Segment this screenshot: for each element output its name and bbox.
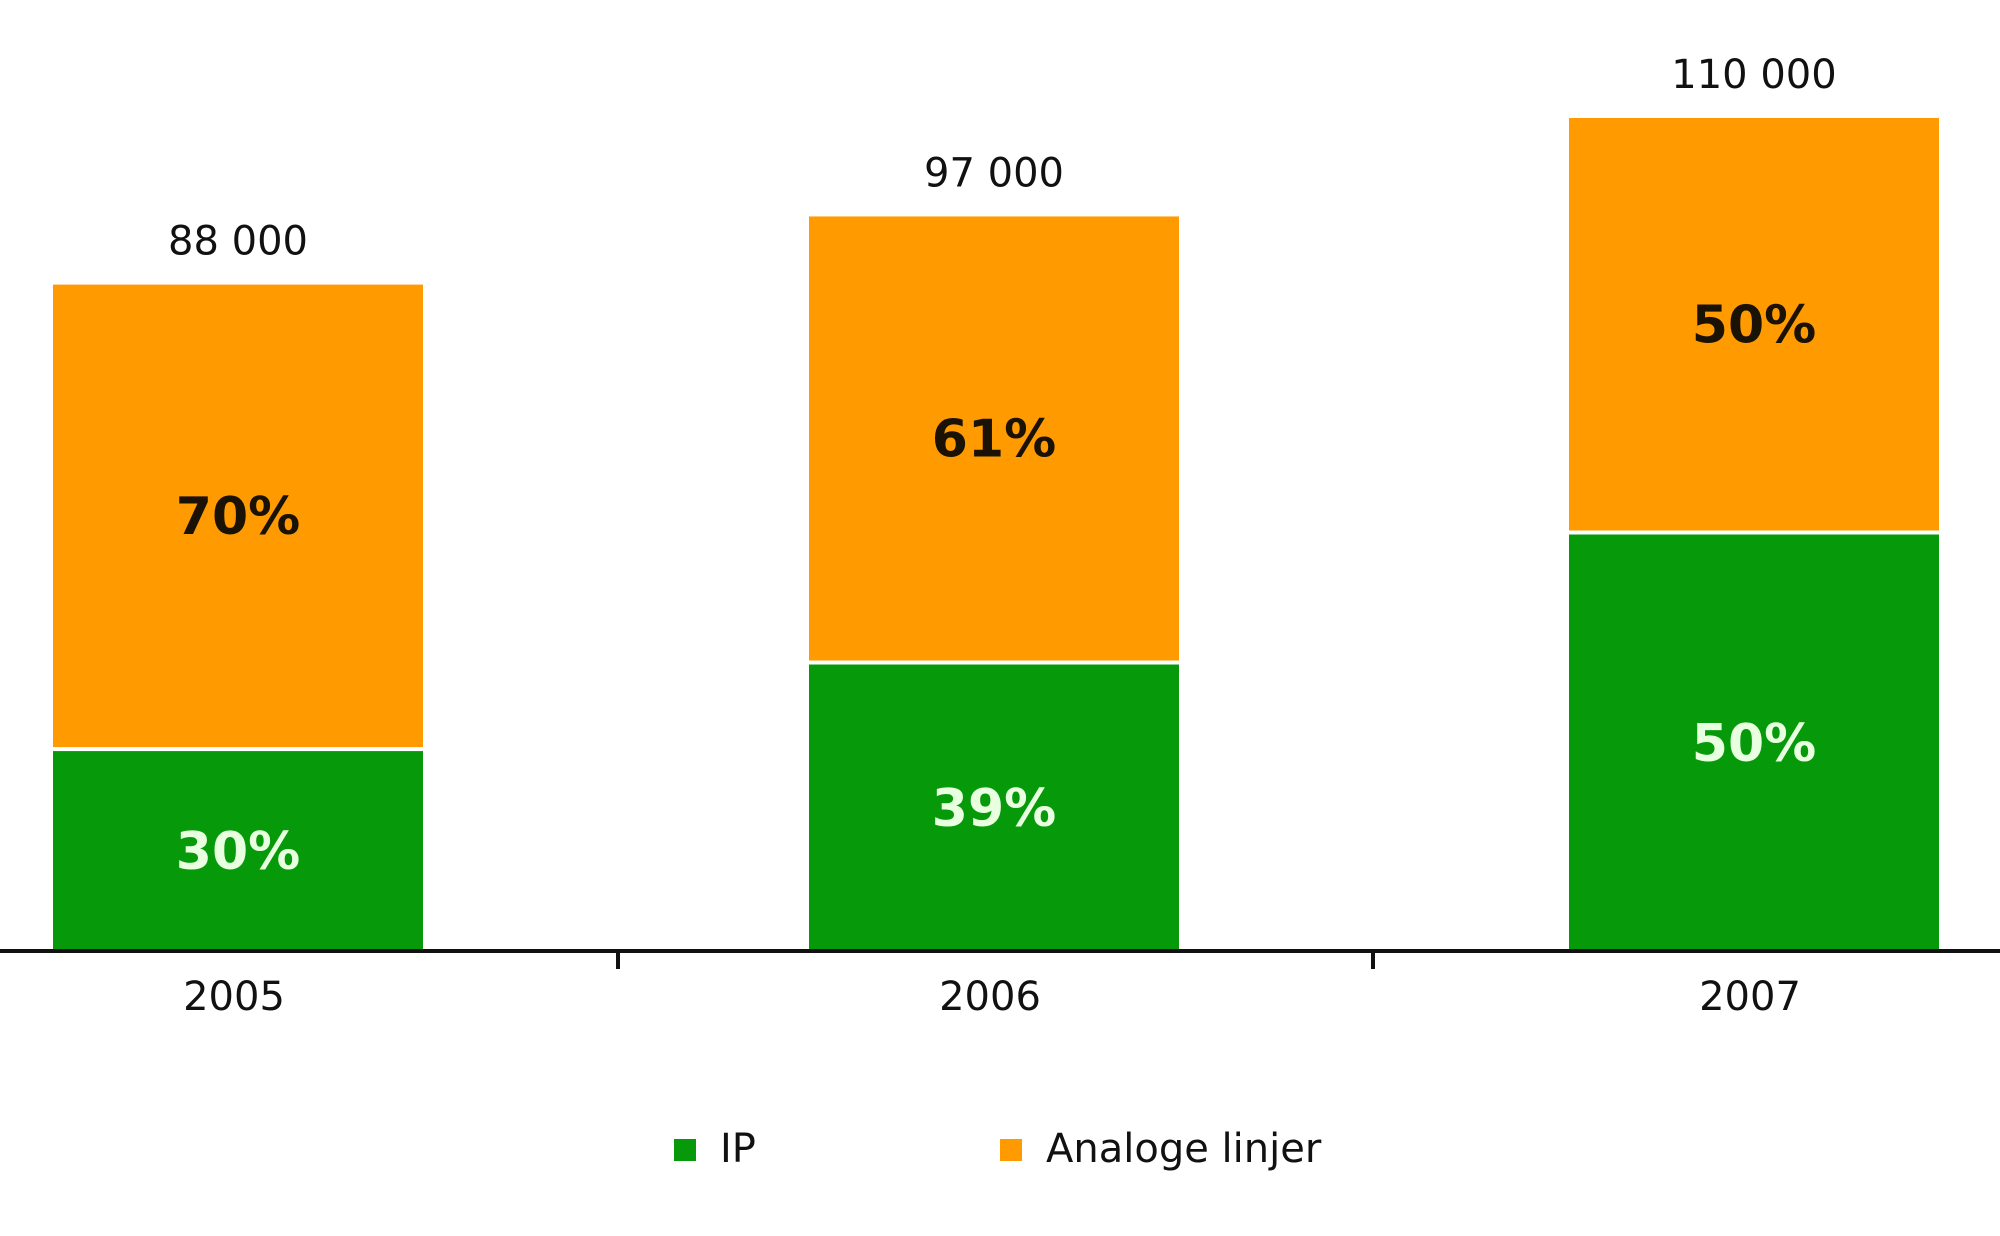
legend-swatch-analoge-linjer [1000, 1139, 1022, 1161]
segment-label-ip-2006: 39% [932, 779, 1056, 839]
segment-label-ip-2007: 50% [1692, 714, 1816, 774]
legend-label-analoge-linjer: Analoge linjer [1046, 1126, 1322, 1172]
x-tick-label-2005: 2005 [183, 974, 285, 1020]
segment-label-analoge-linjer-2005: 70% [176, 487, 300, 547]
legend: IP Analoge linjer [674, 1126, 1322, 1172]
legend-label-ip: IP [720, 1126, 756, 1172]
segment-label-analoge-linjer-2007: 50% [1692, 295, 1816, 355]
x-axis: 2005 2006 2007 [0, 949, 2000, 1020]
total-label-2006: 97 000 [924, 150, 1064, 196]
segment-label-analoge-linjer-2006: 61% [932, 409, 1056, 469]
x-tick-label-2006: 2006 [939, 974, 1041, 1020]
bar-segment-ip-2006 [809, 664, 1179, 951]
bar-segment-ip-2007 [1569, 534, 1939, 951]
legend-swatch-ip [674, 1139, 696, 1161]
total-label-2007: 110 000 [1671, 52, 1836, 98]
bar-segment-analoge-linjer-2005 [53, 284, 423, 748]
segment-label-ip-2005: 30% [176, 822, 300, 882]
total-label-2005: 88 000 [168, 219, 308, 265]
bar-segment-analoge-linjer-2007 [1569, 118, 1939, 531]
bar-segment-ip-2005 [53, 751, 423, 951]
x-tick-label-2007: 2007 [1699, 974, 1801, 1020]
bars-group: 30% 70% 88 000 39% 61% 97 000 50% 50% 110 000 [53, 52, 1939, 951]
bar-segment-analoge-linjer-2006 [809, 216, 1179, 661]
